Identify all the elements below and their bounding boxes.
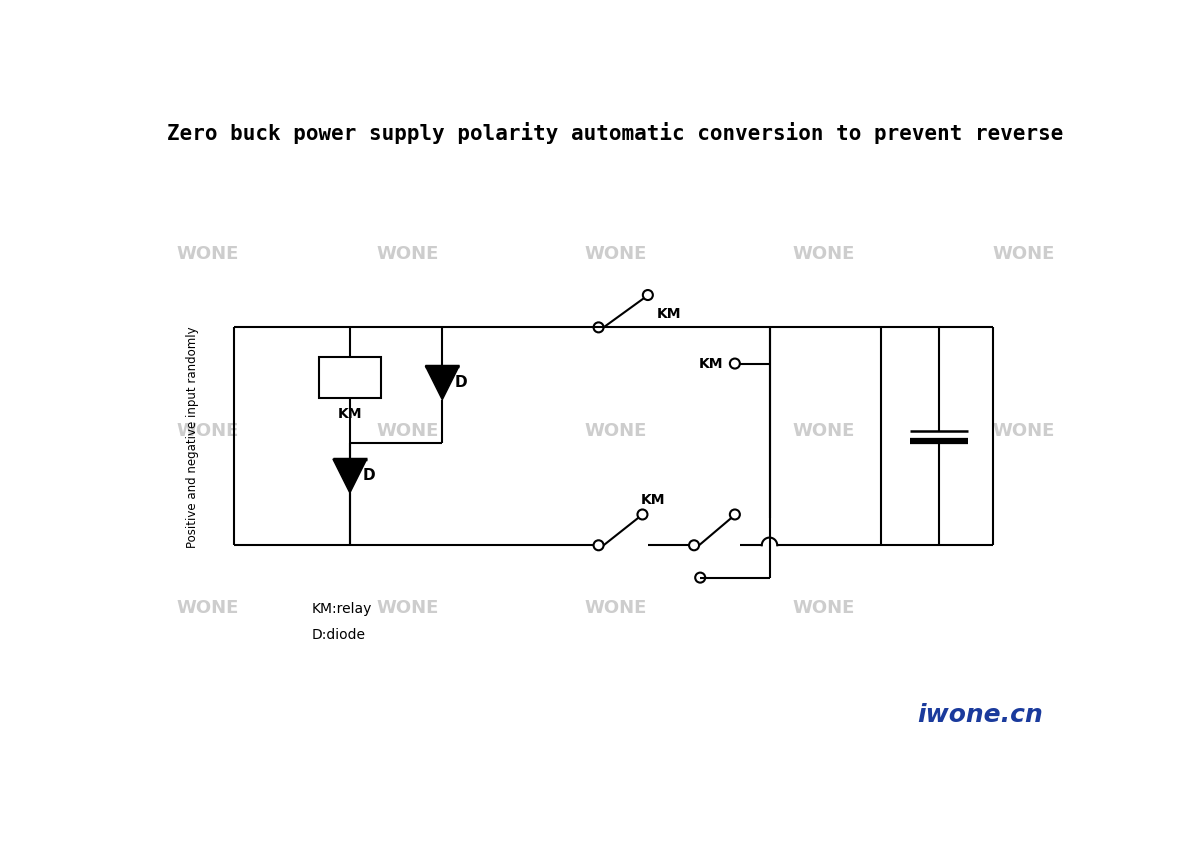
- Text: KM: KM: [337, 407, 362, 421]
- Text: KM: KM: [641, 493, 666, 507]
- Text: WONE: WONE: [176, 245, 238, 263]
- Text: iwone.cn: iwone.cn: [917, 703, 1043, 727]
- Bar: [319, 357, 380, 399]
- Text: WONE: WONE: [176, 422, 238, 440]
- Polygon shape: [425, 365, 459, 399]
- Text: D: D: [455, 376, 467, 390]
- Text: Zero buck power supply polarity automatic conversion to prevent reverse: Zero buck power supply polarity automati…: [167, 122, 1064, 144]
- Text: WONE: WONE: [176, 600, 238, 617]
- Text: WONE: WONE: [377, 600, 438, 617]
- Text: D:diode: D:diode: [312, 628, 365, 642]
- Text: WONE: WONE: [792, 245, 855, 263]
- Text: WONE: WONE: [584, 245, 647, 263]
- Text: D: D: [362, 468, 374, 483]
- Text: WONE: WONE: [584, 600, 647, 617]
- Text: KM: KM: [657, 307, 681, 321]
- Text: WONE: WONE: [992, 422, 1055, 440]
- Text: WONE: WONE: [792, 422, 855, 440]
- Text: WONE: WONE: [992, 245, 1055, 263]
- Text: KM: KM: [698, 356, 724, 371]
- Polygon shape: [334, 459, 367, 493]
- Text: WONE: WONE: [792, 600, 855, 617]
- Text: KM:relay: KM:relay: [312, 602, 372, 616]
- Text: WONE: WONE: [377, 245, 438, 263]
- Text: Positive and negative input randomly: Positive and negative input randomly: [185, 326, 199, 548]
- Text: WONE: WONE: [377, 422, 438, 440]
- Text: WONE: WONE: [584, 422, 647, 440]
